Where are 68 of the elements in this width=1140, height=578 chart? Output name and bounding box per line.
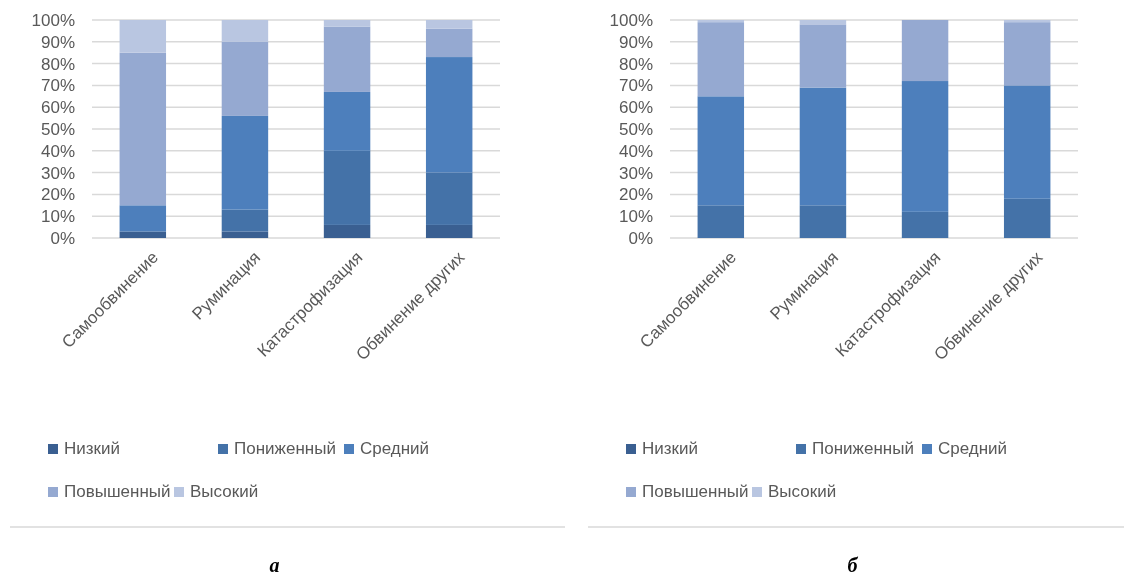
bar xyxy=(323,91,371,151)
y-tick-label: 0% xyxy=(50,228,75,248)
y-tick-label: 70% xyxy=(618,76,653,96)
bar xyxy=(323,224,371,238)
bar xyxy=(119,52,167,206)
legend-label: Высокий xyxy=(768,482,837,501)
text: а xyxy=(269,554,280,576)
bar xyxy=(1003,20,1051,23)
bar xyxy=(697,20,745,23)
bar xyxy=(221,41,269,116)
y-tick-label: 30% xyxy=(618,163,653,183)
bar xyxy=(323,20,371,27)
y-tick-label: 50% xyxy=(40,119,75,139)
y-tick-label: 40% xyxy=(618,141,653,161)
bar xyxy=(221,20,269,42)
legend-label: Пониженный xyxy=(234,439,336,458)
legend-label: Низкий xyxy=(64,439,120,458)
bar xyxy=(799,24,847,88)
bar xyxy=(425,20,473,29)
bar xyxy=(323,26,371,92)
bar xyxy=(119,20,167,53)
legend-label: Пониженный xyxy=(812,439,914,458)
legend-label: Высокий xyxy=(190,482,259,501)
bar xyxy=(221,115,269,210)
bar xyxy=(697,205,745,238)
y-tick-label: 20% xyxy=(40,185,75,205)
bar xyxy=(1003,22,1051,86)
text: б xyxy=(847,554,859,576)
bar xyxy=(697,22,745,97)
bar xyxy=(901,81,949,212)
bar xyxy=(799,205,847,238)
bar xyxy=(799,87,847,206)
bar xyxy=(1003,198,1051,238)
legend-label: Низкий xyxy=(642,439,698,458)
y-tick-label: 10% xyxy=(40,207,75,227)
bar xyxy=(119,231,167,238)
y-tick-label: 10% xyxy=(618,207,653,227)
bar xyxy=(697,96,745,206)
bar xyxy=(221,209,269,232)
bar xyxy=(425,28,473,58)
bar xyxy=(425,224,473,238)
bar xyxy=(901,211,949,238)
y-tick-label: 60% xyxy=(40,98,75,118)
bar xyxy=(425,57,473,173)
legend-label: Средний xyxy=(360,439,430,458)
y-tick-label: 100% xyxy=(31,10,75,30)
y-tick-label: 30% xyxy=(40,163,75,183)
legend-label: Повышенный xyxy=(64,482,171,501)
bar xyxy=(119,205,167,232)
y-tick-label: 40% xyxy=(40,141,75,161)
y-tick-label: 70% xyxy=(40,76,75,96)
legend-label: Средний xyxy=(938,439,1008,458)
bar xyxy=(901,20,949,82)
y-tick-label: 80% xyxy=(40,54,75,74)
y-tick-label: 90% xyxy=(618,32,653,52)
y-tick-label: 80% xyxy=(618,54,653,74)
y-tick-label: 60% xyxy=(618,98,653,118)
y-tick-label: 90% xyxy=(40,32,75,52)
bar xyxy=(323,150,371,225)
y-tick-label: 20% xyxy=(618,185,653,205)
bar xyxy=(799,20,847,25)
y-tick-label: 50% xyxy=(618,119,653,139)
y-tick-label: 0% xyxy=(628,228,653,248)
bar xyxy=(221,231,269,238)
bar xyxy=(425,172,473,225)
bar xyxy=(1003,85,1051,199)
y-tick-label: 100% xyxy=(609,10,653,30)
legend-label: Повышенный xyxy=(642,482,749,501)
